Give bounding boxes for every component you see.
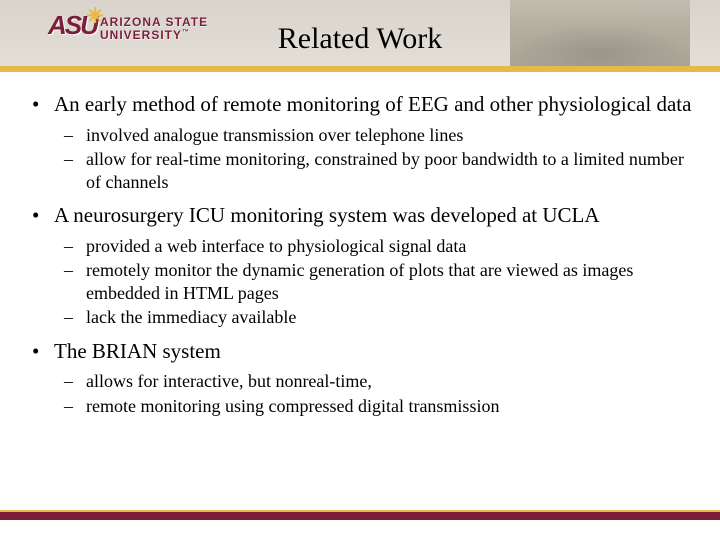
bullet-item: An early method of remote monitoring of … bbox=[28, 92, 696, 193]
sub-bullet-item: remotely monitor the dynamic generation … bbox=[60, 259, 696, 304]
sub-bullet-text: involved analogue transmission over tele… bbox=[86, 125, 463, 145]
bullet-text: An early method of remote monitoring of … bbox=[54, 92, 691, 116]
bullet-item: The BRIAN system allows for interactive,… bbox=[28, 339, 696, 418]
sub-bullet-list: allows for interactive, but nonreal-time… bbox=[54, 370, 696, 417]
slide-footer-bar bbox=[0, 510, 720, 520]
sub-bullet-item: provided a web interface to physiologica… bbox=[60, 235, 696, 258]
sub-bullet-item: involved analogue transmission over tele… bbox=[60, 124, 696, 147]
sub-bullet-text: lack the immediacy available bbox=[86, 307, 296, 327]
sub-bullet-item: lack the immediacy available bbox=[60, 306, 696, 329]
sub-bullet-item: remote monitoring using compressed digit… bbox=[60, 395, 696, 418]
sub-bullet-list: provided a web interface to physiologica… bbox=[54, 235, 696, 329]
bullet-item: A neurosurgery ICU monitoring system was… bbox=[28, 203, 696, 329]
bullet-list: An early method of remote monitoring of … bbox=[28, 92, 696, 417]
slide-body: An early method of remote monitoring of … bbox=[28, 92, 696, 427]
sub-bullet-text: remotely monitor the dynamic generation … bbox=[86, 260, 633, 303]
slide-header: ASU ARIZONA STATE UNIVERSITY™ Related Wo… bbox=[0, 0, 720, 72]
sub-bullet-text: allows for interactive, but nonreal-time… bbox=[86, 371, 372, 391]
sub-bullet-text: allow for real-time monitoring, constrai… bbox=[86, 149, 684, 192]
sub-bullet-item: allows for interactive, but nonreal-time… bbox=[60, 370, 696, 393]
slide-title: Related Work bbox=[0, 22, 720, 56]
sub-bullet-text: provided a web interface to physiologica… bbox=[86, 236, 466, 256]
sunburst-icon bbox=[88, 8, 102, 22]
sub-bullet-list: involved analogue transmission over tele… bbox=[54, 124, 696, 194]
bullet-text: A neurosurgery ICU monitoring system was… bbox=[54, 203, 600, 227]
bullet-text: The BRIAN system bbox=[54, 339, 221, 363]
sub-bullet-text: remote monitoring using compressed digit… bbox=[86, 396, 499, 416]
sub-bullet-item: allow for real-time monitoring, constrai… bbox=[60, 148, 696, 193]
